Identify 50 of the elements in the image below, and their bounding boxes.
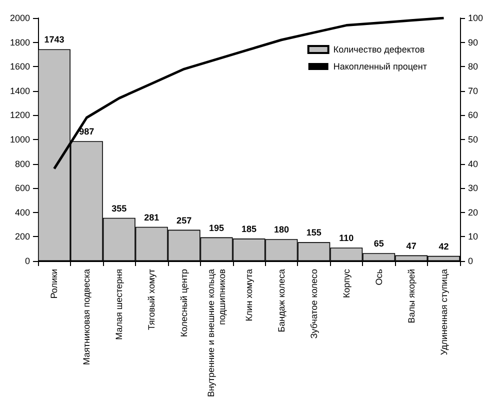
x-tick-label: Малая шестерня (114, 268, 124, 340)
x-tick-label: Клин хомута (244, 269, 254, 322)
y2-tick-label: 20 (468, 207, 478, 218)
x-tick-label: Ось (374, 268, 384, 286)
y-tick-label: 1800 (10, 37, 30, 48)
data-label: 185 (241, 224, 257, 234)
y2-tick-label: 30 (468, 183, 478, 194)
y-tick-label: 1200 (10, 110, 30, 120)
data-label: 195 (209, 222, 224, 233)
data-label: 47 (406, 240, 416, 251)
data-label: 180 (274, 224, 289, 235)
x-tick-label: Тяговый хомут (146, 269, 157, 330)
x-tick-label: Валы якорей (406, 269, 416, 324)
data-label: 355 (112, 203, 127, 214)
x-tick-label: Маятниковая подвеска (82, 269, 92, 365)
x-tick-label: Бандаж колеса (276, 269, 286, 332)
y-tick-label: 800 (14, 158, 30, 169)
y-tick-label: 1000 (10, 134, 30, 144)
x-tick-label: Удлиненная ступица (438, 269, 449, 356)
data-label: 42 (438, 241, 449, 252)
x-tick-label: Корпус (341, 268, 352, 298)
x-tick-label: Колесный центр (179, 269, 190, 337)
x-tick-label: Ролики (49, 269, 60, 299)
x-tick-label: Зубчатое колесо (308, 269, 319, 339)
legend-label: Накопленный процент (333, 62, 428, 72)
data-label: 987 (79, 126, 94, 137)
y-tick-label: 400 (14, 207, 30, 218)
y-tick-label: 0 (24, 256, 30, 266)
data-label: 110 (339, 233, 354, 244)
data-label: 1743 (44, 34, 64, 45)
y2-tick-label: 10 (468, 232, 478, 242)
y2-tick-label: 90 (468, 37, 478, 48)
y-tick-label: 2000 (10, 13, 30, 23)
y-tick-label: 1400 (10, 86, 30, 96)
y-tick-label: 1600 (10, 62, 30, 72)
y2-tick-label: 70 (468, 86, 478, 96)
y2-tick-label: 100 (468, 13, 484, 23)
x-tick-label: Внутренние и внешние кольца подшипников (206, 268, 228, 398)
y2-tick-label: 60 (468, 110, 478, 120)
data-label: 257 (176, 215, 192, 226)
data-label: 65 (374, 238, 384, 249)
data-label: 155 (306, 228, 322, 238)
legend-label: Количество дефектов (333, 44, 425, 54)
y2-tick-label: 0 (468, 256, 474, 266)
y2-tick-label: 50 (468, 134, 478, 144)
y-tick-label: 600 (14, 183, 30, 194)
y-tick-label: 200 (14, 232, 30, 242)
y2-tick-label: 80 (468, 62, 478, 72)
data-label: 281 (144, 212, 160, 222)
y2-tick-label: 40 (468, 158, 478, 169)
